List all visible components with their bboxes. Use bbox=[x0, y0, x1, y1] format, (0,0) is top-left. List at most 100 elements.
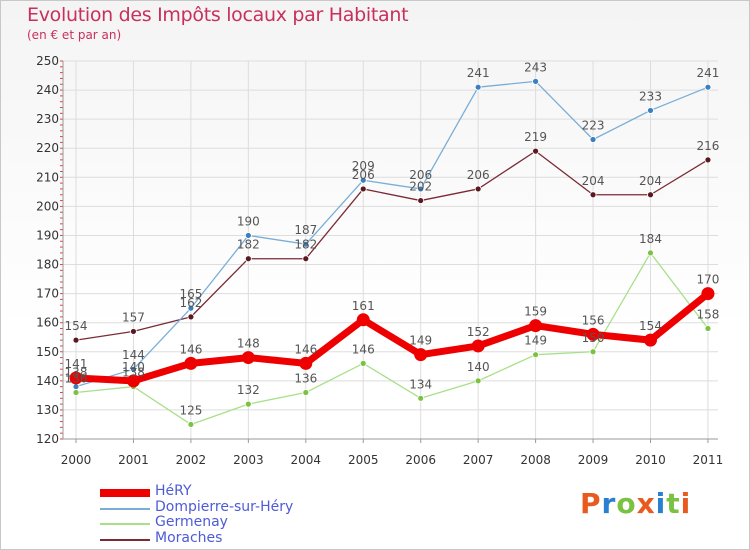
data-point-h-ry bbox=[241, 351, 255, 365]
data-point-germenay bbox=[244, 400, 252, 408]
y-tick-label: 150 bbox=[36, 345, 59, 359]
data-label-dompierre-sur-h-ry: 165 bbox=[179, 287, 202, 301]
grid bbox=[63, 60, 718, 440]
data-point-dompierre-sur-h-ry bbox=[302, 240, 310, 248]
y-tick-label: 230 bbox=[36, 112, 59, 126]
legend-label-hery: HéRY bbox=[155, 483, 192, 499]
data-label-germenay: 136 bbox=[65, 371, 88, 385]
data-label-germenay: 125 bbox=[179, 403, 202, 417]
data-point-dompierre-sur-h-ry bbox=[130, 365, 137, 373]
logo-letter: r bbox=[601, 487, 617, 520]
y-tick-label: 140 bbox=[36, 374, 59, 388]
data-label-germenay: 150 bbox=[582, 331, 605, 345]
y-tick-label: 250 bbox=[36, 54, 59, 68]
plot-area bbox=[63, 61, 718, 439]
x-tick-label: 2007 bbox=[463, 453, 494, 467]
data-point-moraches bbox=[359, 185, 367, 193]
data-point-dompierre-sur-h-ry bbox=[244, 232, 252, 239]
data-label-germenay: 132 bbox=[237, 383, 260, 397]
data-point-dompierre-sur-h-ry bbox=[589, 136, 597, 143]
data-point-moraches bbox=[187, 313, 195, 321]
data-point-moraches bbox=[130, 328, 137, 335]
series-line-dompierre-sur-h-ry bbox=[75, 80, 709, 388]
data-point-moraches bbox=[302, 255, 310, 263]
data-point-h-ry bbox=[356, 313, 370, 327]
data-label-dompierre-sur-h-ry: 209 bbox=[352, 159, 375, 173]
data-point-germenay bbox=[187, 421, 195, 428]
x-tick-label: 2003 bbox=[233, 453, 264, 467]
data-point-germenay bbox=[417, 394, 425, 402]
axes: 120 130 140 150 160 170 180 190 200 210 220 230 240 2… bbox=[36, 54, 723, 467]
data-label-h-ry: 140 bbox=[122, 360, 145, 374]
x-tick-label: 2004 bbox=[291, 453, 322, 467]
y-tick-label: 220 bbox=[36, 141, 59, 155]
data-label-dompierre-sur-h-ry: 223 bbox=[582, 119, 605, 133]
data-point-dompierre-sur-h-ry bbox=[647, 107, 654, 114]
data-label-moraches: 206 bbox=[467, 168, 490, 182]
series-line-moraches bbox=[75, 150, 709, 341]
y-tick-label: 240 bbox=[36, 83, 59, 97]
chart-title: Evolution des Impôts locaux par Habitant bbox=[27, 4, 409, 26]
data-point-h-ry bbox=[299, 356, 313, 370]
series-line-h-ry bbox=[75, 290, 711, 385]
data-label-dompierre-sur-h-ry: 138 bbox=[65, 366, 88, 380]
legend-label-dompierre: Dompierre-sur-Héry bbox=[155, 499, 294, 515]
data-point-h-ry bbox=[529, 319, 543, 333]
x-tick-label: 2000 bbox=[61, 453, 92, 467]
series-layer bbox=[69, 77, 715, 428]
data-label-moraches: 204 bbox=[582, 174, 605, 188]
data-label-h-ry: 141 bbox=[65, 357, 88, 371]
y-tick-label: 170 bbox=[36, 287, 59, 301]
data-label-moraches: 154 bbox=[65, 319, 88, 333]
logo-letter: P bbox=[580, 487, 602, 520]
data-label-germenay: 134 bbox=[409, 377, 432, 391]
x-tick-label: 2001 bbox=[118, 453, 149, 467]
data-label-dompierre-sur-h-ry: 187 bbox=[294, 223, 317, 237]
data-label-germenay: 146 bbox=[352, 342, 375, 356]
data-label-moraches: 182 bbox=[237, 238, 260, 252]
data-point-moraches bbox=[72, 336, 80, 344]
data-label-moraches: 206 bbox=[352, 168, 375, 182]
data-label-germenay: 184 bbox=[639, 232, 662, 246]
legend-swatch-dompierre bbox=[100, 508, 150, 510]
x-tick-label: 2006 bbox=[405, 453, 436, 467]
data-point-germenay bbox=[302, 389, 310, 396]
legend-swatch-germenay bbox=[100, 523, 150, 525]
data-label-germenay: 136 bbox=[294, 371, 317, 385]
data-point-h-ry bbox=[69, 371, 83, 385]
data-label-dompierre-sur-h-ry: 233 bbox=[639, 89, 662, 103]
data-point-germenay bbox=[474, 377, 482, 385]
data-label-moraches: 204 bbox=[639, 174, 662, 188]
data-label-h-ry: 154 bbox=[639, 319, 662, 333]
data-point-germenay bbox=[532, 351, 539, 359]
legend-label-moraches: Moraches bbox=[155, 530, 223, 546]
data-label-moraches: 162 bbox=[179, 296, 202, 310]
data-point-dompierre-sur-h-ry bbox=[359, 176, 367, 184]
data-point-moraches bbox=[704, 156, 712, 164]
data-label-moraches: 182 bbox=[294, 238, 317, 252]
data-point-h-ry bbox=[184, 356, 198, 370]
data-label-dompierre-sur-h-ry: 243 bbox=[524, 60, 547, 74]
y-tick-label: 130 bbox=[36, 403, 59, 417]
chart-subtitle: (en € et par an) bbox=[27, 28, 122, 42]
x-tick-label: 2002 bbox=[176, 453, 207, 467]
logo-letter: i bbox=[655, 487, 667, 520]
data-label-moraches: 216 bbox=[696, 139, 719, 153]
legend-swatch-hery bbox=[100, 489, 150, 497]
data-label-h-ry: 161 bbox=[352, 299, 375, 313]
data-point-dompierre-sur-h-ry bbox=[532, 77, 539, 85]
data-point-germenay bbox=[704, 325, 712, 332]
data-point-germenay bbox=[72, 389, 80, 396]
logo-letter: t bbox=[666, 487, 681, 520]
data-label-germenay: 138 bbox=[122, 366, 145, 380]
data-point-h-ry bbox=[701, 287, 715, 301]
data-point-h-ry bbox=[586, 327, 600, 341]
data-label-h-ry: 148 bbox=[237, 337, 260, 351]
data-label-moraches: 219 bbox=[524, 130, 547, 144]
data-label-dompierre-sur-h-ry: 190 bbox=[237, 214, 260, 228]
logo-letter: o bbox=[616, 487, 637, 520]
data-point-h-ry bbox=[471, 339, 485, 353]
data-label-h-ry: 149 bbox=[409, 334, 432, 348]
data-point-germenay bbox=[647, 249, 654, 257]
